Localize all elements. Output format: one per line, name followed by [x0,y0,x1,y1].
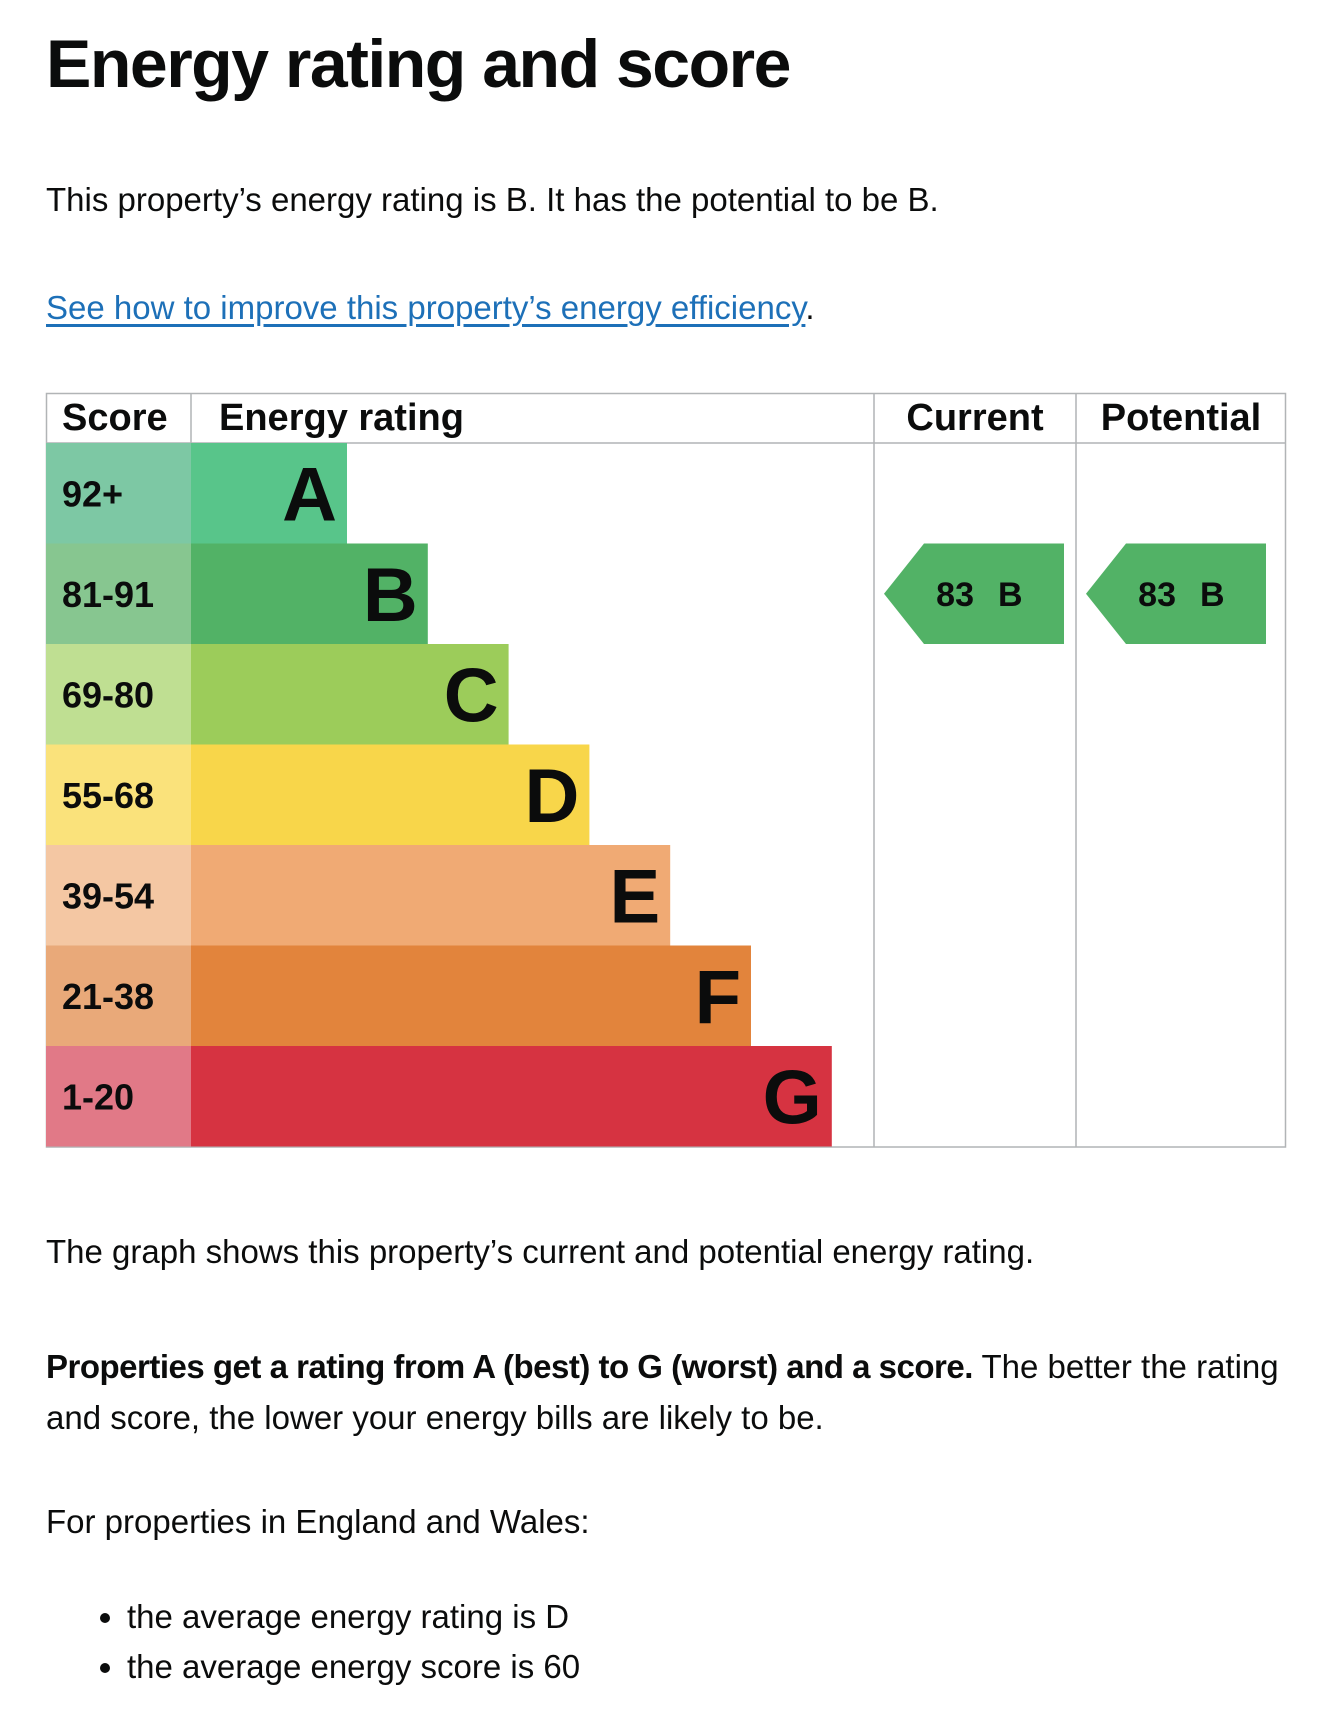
epc-chart: Score Energy rating Current Potential 92+ A 81… [45,392,1287,1148]
score-range-c: 69-80 [62,674,154,715]
rating-bar-c [191,644,509,745]
potential-rating: B [1200,576,1225,614]
current-score: 83 [936,576,974,614]
score-cell-e [46,845,191,946]
england-wales-label: For properties in England and Wales: [46,1503,590,1540]
rating-explanation-rest: The better the rating and score, the low… [46,1348,1279,1436]
score-range-g: 1-20 [62,1076,134,1117]
rating-letter-f: F [695,955,741,1040]
rating-letter-g: G [763,1055,822,1140]
current-rating-arrow [884,543,1064,644]
score-range-f: 21-38 [62,976,154,1017]
score-range-e: 39-54 [62,875,154,916]
score-cell-b [46,543,191,644]
score-range-d: 55-68 [62,775,154,816]
score-cell-f [46,945,191,1046]
score-cell-d [46,744,191,845]
rating-explanation: Properties get a rating from A (best) to… [46,1341,1286,1443]
score-cell-a [46,443,191,544]
header-score: Score [62,397,168,439]
potential-rating-arrow [1086,543,1266,644]
header-current: Current [906,397,1044,439]
page-title: Energy rating and score [46,26,791,102]
rating-letter-e: E [609,854,660,939]
list-item: the average energy rating is D [127,1592,580,1642]
rating-letter-d: D [525,754,580,839]
rating-bar-g [191,1046,832,1147]
header-energy-rating: Energy rating [219,397,464,439]
averages-list: the average energy rating is D the avera… [46,1592,580,1692]
rating-explanation-bold: Properties get a rating from A (best) to… [46,1348,973,1385]
rating-bar-a [191,443,347,544]
rating-letter-a: A [282,452,337,537]
rating-bar-e [191,845,671,946]
score-cell-g [46,1046,191,1147]
rating-bar-b [191,543,428,644]
improve-efficiency-link[interactable]: See how to improve this property’s energ… [46,289,806,326]
potential-score: 83 [1138,576,1176,614]
link-suffix: . [805,289,815,326]
rating-bar-d [191,744,590,845]
score-range-b: 81-91 [62,574,154,615]
current-rating: B [998,576,1023,614]
rating-bar-f [191,945,751,1046]
score-cell-c [46,644,191,745]
improve-link-paragraph: See how to improve this property’s energ… [46,289,815,327]
header-potential: Potential [1101,397,1261,439]
chart-description: The graph shows this property’s current … [46,1233,1035,1270]
rating-summary: This property’s energy rating is B. It h… [46,181,939,218]
rating-letter-c: C [444,653,499,738]
rating-letter-b: B [363,553,418,638]
list-item: the average energy score is 60 [127,1642,580,1692]
score-range-a: 92+ [62,473,123,514]
